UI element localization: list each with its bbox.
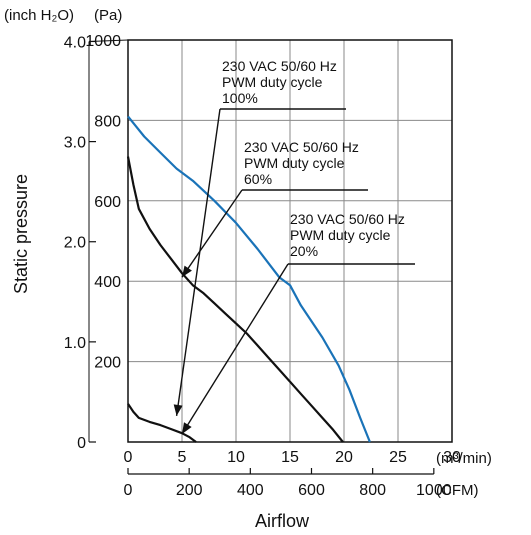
x-axis-label: Airflow <box>255 511 310 531</box>
x-tick-m3min-3: 15 <box>281 449 299 466</box>
y-tick-inh2o-3: 3.0 <box>64 135 86 152</box>
y-unit-left: (inch H₂O) <box>4 7 74 24</box>
axes: 0 1.0 2.0 3.0 4.0 200 400 600 800 1000 0 5 10 15 20 25 3… <box>64 33 461 499</box>
x-tick-cfm-1: 200 <box>176 482 203 499</box>
annotation-0-line-0: 230 VAC 50/60 Hz <box>222 58 337 74</box>
plot-frame <box>127 39 453 443</box>
y-tick-pa-3: 800 <box>94 113 121 130</box>
y-tick-pa-4: 1000 <box>85 33 121 50</box>
annotation-2-leader <box>181 263 289 435</box>
y-tick-pa-1: 400 <box>94 274 121 291</box>
series-line-1 <box>126 156 344 443</box>
x-tick-cfm-3: 600 <box>298 482 325 499</box>
y-tick-pa-2: 600 <box>94 194 121 211</box>
grid <box>128 40 452 442</box>
annotation-1-line-0: 230 VAC 50/60 Hz <box>244 139 359 155</box>
x-tick-m3min-1: 5 <box>178 449 187 466</box>
annotation-2-line-2: 20% <box>290 243 318 259</box>
y-tick-inh2o-4: 4.0 <box>64 34 86 51</box>
x-tick-m3min-4: 20 <box>335 449 353 466</box>
y-unit-right: (Pa) <box>94 7 122 24</box>
x-tick-cfm-0: 0 <box>124 482 133 499</box>
annotation-1-arrowhead <box>182 265 192 278</box>
annotation-2-arrowhead <box>182 422 192 434</box>
x-tick-m3min-6: 30 <box>443 449 461 466</box>
annotation-0-line-1: PWM duty cycle <box>222 74 323 90</box>
x-unit-secondary: (CFM) <box>436 482 478 499</box>
annotation-2-line-1: PWM duty cycle <box>290 227 391 243</box>
y-tick-inh2o-1: 1.0 <box>64 335 86 352</box>
y-tick-inh2o-2: 2.0 <box>64 235 86 252</box>
annotation-0-leader <box>175 108 221 416</box>
y-axis-label: Static pressure <box>11 174 31 294</box>
series-layer <box>126 115 371 443</box>
series-line-0 <box>127 115 371 443</box>
annotation-1-line-1: PWM duty cycle <box>244 155 345 171</box>
annotation-1-leader <box>181 189 243 278</box>
annotation-0-line-2: 100% <box>222 90 258 106</box>
x-tick-cfm-5: 1000 <box>416 482 452 499</box>
x-tick-m3min-2: 10 <box>227 449 245 466</box>
x-tick-cfm-4: 800 <box>359 482 386 499</box>
axis-labels: (inch H₂O) (Pa) (m³/min) (CFM) Airflow S… <box>4 7 492 531</box>
annotation-0-arrowhead <box>173 404 183 416</box>
y-tick-inh2o-0: 0 <box>77 435 86 452</box>
x-tick-cfm-2: 400 <box>237 482 264 499</box>
y-axis-top-connector <box>88 39 129 42</box>
x-tick-m3min-0: 0 <box>124 449 133 466</box>
y-tick-pa-0: 200 <box>94 355 121 372</box>
annotation-2-line-0: 230 VAC 50/60 Hz <box>290 211 405 227</box>
x-tick-m3min-5: 25 <box>389 449 407 466</box>
annotation-1-line-2: 60% <box>244 171 272 187</box>
series-line-2 <box>127 403 197 443</box>
x-unit-primary: (m³/min) <box>436 450 492 467</box>
